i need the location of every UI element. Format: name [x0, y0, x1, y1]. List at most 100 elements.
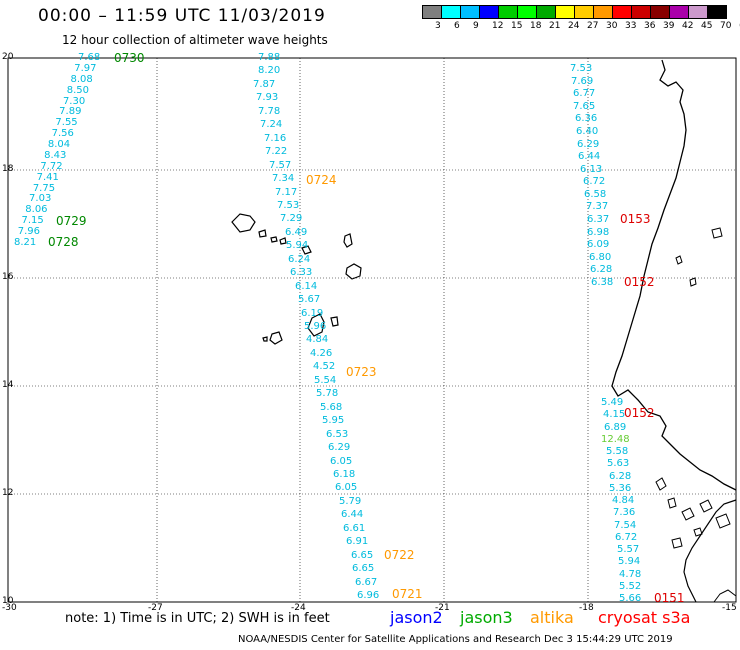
lat-tick-20: 20 [2, 52, 14, 62]
wave-height-value: 6.44 [578, 151, 601, 163]
wave-height-value: 7.53 [570, 63, 593, 74]
figure-title: 00:00 – 11:59 UTC 11/03/2019 [38, 6, 326, 26]
wave-height-value: 4.15 [603, 409, 626, 421]
wave-height-value: 7.65 [573, 100, 596, 112]
wave-height-value: 12.48 [601, 433, 630, 445]
wave-height-value: 5.96 [304, 321, 327, 332]
legend-jason2: jason2 [390, 608, 443, 627]
pass-time-label: 0152 [624, 406, 655, 420]
wave-height-value: 6.89 [604, 421, 627, 433]
wave-height-value: 6.28 [609, 470, 632, 482]
wave-height-value: 6.29 [577, 138, 600, 150]
wave-height-value: 6.28 [590, 264, 613, 276]
wave-height-value: 6.13 [580, 163, 603, 175]
wave-height-value: 7.96 [17, 226, 41, 238]
wave-height-value: 7.34 [272, 173, 295, 185]
wave-height-value: 6.40 [576, 125, 599, 137]
lat-tick-12: 12 [2, 488, 14, 498]
colorbar-label: 18 [530, 21, 542, 31]
colorbar-label: 9 [473, 21, 479, 31]
colorbar-label: 3 [435, 21, 441, 31]
wave-height-value: 5.63 [607, 458, 630, 470]
lon-tick-m18: -18 [579, 603, 594, 613]
colorbar-label: 36 [644, 21, 656, 31]
wave-height-value: 8.50 [66, 84, 89, 96]
colorbar-label: 27 [587, 21, 599, 31]
wave-height-value: 5.49 [601, 397, 624, 408]
wave-height-value: 6.14 [295, 280, 318, 292]
pass-time-label: 0724 [306, 173, 337, 187]
wave-height-value: 7.89 [59, 106, 82, 118]
wave-height-value: 7.68 [78, 52, 101, 63]
lon-tick-m21: -21 [435, 603, 450, 613]
credit-line: NOAA/NESDIS Center for Satellite Applica… [238, 634, 673, 645]
wave-height-value: 6.37 [587, 214, 610, 226]
wave-height-value: 6.77 [573, 88, 596, 100]
wave-height-value: 5.94 [618, 556, 641, 568]
lon-tick-m30: -30 [2, 603, 17, 613]
wave-height-value: 7.15 [21, 215, 44, 227]
colorbar-label: 42 [682, 21, 694, 31]
guinea-coastline [683, 499, 737, 603]
wave-height-value: 7.88 [258, 52, 281, 63]
wave-height-value: 4.52 [313, 361, 336, 373]
wave-height-value: 7.57 [269, 159, 292, 171]
wave-height-value: 4.78 [619, 568, 642, 580]
map-gridlines [8, 58, 736, 602]
pass-time-label: 0723 [346, 365, 377, 379]
sierra-leone-coast [713, 589, 737, 603]
wave-height-value: 7.54 [614, 519, 637, 531]
footnote: note: 1) Time is in UTC; 2) SWH is in fe… [65, 611, 330, 626]
wave-height-value: 5.54 [314, 374, 337, 386]
colorbar-label: 6 [454, 21, 460, 31]
colorbar-label: 70 [720, 21, 732, 31]
wave-height-value: 5.58 [606, 446, 629, 457]
wave-height-value: 7.37 [586, 201, 609, 213]
pass-time-label: 0728 [48, 235, 79, 249]
wave-height-value: 7.72 [40, 160, 63, 172]
wave-height-value: 6.65 [352, 563, 375, 575]
lon-tick-m24: -24 [291, 603, 306, 613]
wave-height-value: 6.72 [615, 531, 638, 543]
wave-height-value: 6.29 [328, 442, 351, 454]
wave-height-value: 6.36 [575, 113, 598, 125]
wave-height-value: 6.44 [341, 509, 364, 521]
lat-tick-18: 18 [2, 164, 14, 174]
wave-height-value: 6.05 [335, 482, 358, 494]
pass-time-label: 0152 [624, 275, 655, 289]
wave-height-value: 5.67 [298, 294, 321, 306]
wave-height-value: 6.98 [587, 226, 610, 238]
wave-height-value: 6.24 [288, 253, 311, 265]
pass-time-label: 0153 [620, 212, 651, 226]
wave-height-value: 4.26 [310, 347, 333, 359]
wave-height-value: 7.41 [36, 171, 59, 183]
wave-height-value: 7.53 [277, 199, 300, 211]
colorbar-label: 15 [511, 21, 523, 31]
wave-height-value: 7.93 [256, 92, 279, 104]
wave-height-value: 8.21 [14, 237, 37, 248]
wave-height-value: 7.36 [613, 507, 636, 519]
pass-time-label: 0721 [392, 587, 423, 601]
wave-height-value: 5.57 [617, 544, 640, 555]
pass-time-label: 0151 [654, 591, 685, 605]
wave-height-value: 6.53 [326, 428, 349, 440]
wave-height-value: 7.75 [32, 182, 56, 194]
wave-height-value: 8.43 [44, 149, 67, 161]
lat-tick-10: 10 [2, 596, 14, 606]
wave-height-value: 7.29 [280, 213, 303, 225]
wave-height-value: 4.84 [306, 334, 329, 346]
wave-height-value: 5.36 [609, 482, 632, 494]
wave-height-value: 6.58 [584, 188, 607, 200]
wave-height-value: 6.05 [330, 455, 353, 467]
wave-height-value: 6.96 [357, 590, 380, 601]
lat-tick-14: 14 [2, 380, 14, 390]
wave-height-value: 5.95 [322, 415, 345, 427]
wave-height-value: 7.69 [571, 75, 594, 87]
colorbar-label: 21 [549, 21, 561, 31]
lat-tick-16: 16 [2, 272, 14, 282]
wave-height-value: 8.08 [70, 73, 93, 85]
colorbar-label: 24 [568, 21, 580, 31]
wave-height-value: 7.87 [253, 78, 276, 90]
colorbar-label: 33 [625, 21, 637, 31]
wave-height-value: 6.38 [591, 277, 614, 288]
